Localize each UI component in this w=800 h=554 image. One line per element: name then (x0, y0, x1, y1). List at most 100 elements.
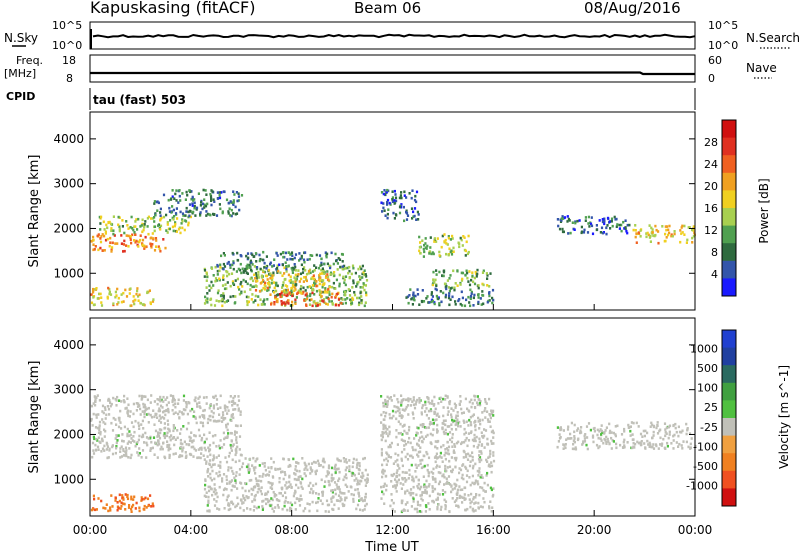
velocity-cell (224, 409, 227, 412)
velocity-cell (236, 445, 239, 449)
velocity-cell (248, 489, 251, 493)
velocity-cell (563, 444, 566, 447)
velocity-cell (209, 403, 212, 406)
power-cell (181, 192, 184, 195)
power-cell (464, 249, 467, 253)
velocity-cell (181, 442, 184, 446)
velocity-cell (224, 417, 227, 420)
velocity-cell (245, 495, 248, 498)
velocity-cell (168, 443, 171, 447)
velocity-cell (91, 424, 94, 427)
power-cell (141, 218, 144, 222)
velocity-cell (308, 491, 312, 494)
power-cell (583, 228, 586, 232)
velocity-cell (288, 463, 291, 467)
velocity-cell (395, 483, 398, 487)
y-tick-label: 3000 (53, 383, 84, 397)
power-cell (351, 286, 354, 289)
power-cell (319, 293, 322, 296)
velocity-cell (421, 435, 424, 439)
power-cell (411, 303, 414, 306)
power-cell (139, 302, 142, 305)
velocity-cell (382, 401, 385, 405)
velocity-cell (478, 418, 481, 422)
power-cell (433, 302, 436, 306)
velocity-cell (278, 491, 281, 495)
velocity-cell (212, 490, 215, 494)
power-cell (222, 278, 225, 281)
velocity-cell (124, 493, 127, 496)
velocity-cell (442, 397, 445, 401)
velocity-cell (473, 502, 476, 505)
velocity-cell (174, 438, 177, 441)
velocity-cell (422, 465, 425, 469)
power-colorbar-tick: 4 (711, 268, 718, 281)
velocity-cell (191, 407, 194, 411)
power-cell (179, 199, 182, 202)
velocity-cell (580, 426, 583, 429)
power-cell (137, 217, 140, 221)
power-cell (342, 275, 345, 279)
velocity-cell (308, 503, 311, 506)
velocity-cell (239, 413, 242, 416)
velocity-cell (477, 474, 480, 477)
velocity-cell (206, 504, 209, 507)
velocity-cell (225, 423, 228, 427)
velocity-cell (114, 496, 117, 499)
power-cell (567, 232, 570, 235)
velocity-cell (451, 420, 455, 424)
power-cell (448, 294, 451, 298)
velocity-cell (156, 402, 159, 406)
velocity-cell (326, 470, 329, 473)
velocity-cell (689, 446, 692, 449)
velocity-cell (666, 444, 669, 448)
velocity-cell (405, 405, 408, 409)
velocity-cell (102, 506, 105, 510)
power-cell (283, 289, 286, 292)
velocity-cell (429, 441, 432, 444)
velocity-cell (605, 435, 608, 439)
velocity-cell (380, 485, 383, 489)
velocity-cell (462, 456, 465, 459)
velocity-cell (343, 475, 346, 479)
velocity-cell (621, 446, 625, 449)
power-cell (319, 272, 322, 276)
velocity-cell (309, 481, 312, 485)
velocity-cell (137, 402, 140, 405)
velocity-cell (409, 441, 412, 445)
velocity-cell (435, 428, 439, 431)
power-colorbar-tick: 12 (704, 224, 718, 237)
power-cell (363, 288, 366, 292)
power-cell (362, 283, 365, 287)
power-cell (350, 272, 353, 276)
velocity-cell (399, 422, 402, 426)
power-cell (383, 209, 386, 212)
velocity-cell (401, 433, 404, 436)
power-cell (571, 221, 574, 224)
velocity-cell (471, 481, 474, 485)
velocity-cell (687, 445, 690, 449)
velocity-cell (261, 462, 264, 465)
velocity-cell (216, 407, 220, 410)
power-cell (108, 288, 111, 291)
power-cell (111, 241, 114, 245)
velocity-cell (470, 405, 473, 409)
velocity-cell (279, 467, 282, 471)
power-cell (244, 280, 247, 283)
power-cell (132, 295, 135, 298)
velocity-cell (388, 432, 391, 436)
velocity-cell (420, 411, 423, 414)
power-cell (432, 270, 435, 274)
velocity-cell (644, 447, 647, 450)
velocity-cell (358, 495, 361, 498)
power-cell (363, 269, 366, 272)
velocity-cell (241, 462, 245, 465)
power-cell (459, 283, 462, 286)
velocity-cell (295, 497, 298, 500)
power-cell (481, 271, 485, 274)
velocity-cell (599, 437, 602, 440)
velocity-cell (388, 430, 391, 434)
power-cell (324, 251, 327, 254)
power-cell (251, 263, 254, 266)
velocity-cell (443, 475, 446, 479)
